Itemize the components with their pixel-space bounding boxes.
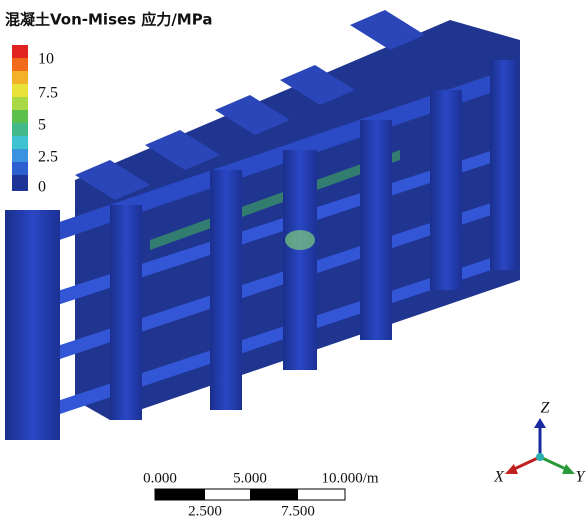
- scale-label: 0.000: [143, 470, 177, 486]
- swatch: [12, 123, 28, 136]
- column: [210, 170, 242, 410]
- stress-zone: [285, 230, 315, 250]
- scale-segment: [155, 489, 205, 500]
- swatch: [12, 162, 28, 175]
- z-label: Z: [541, 400, 551, 417]
- scale-label: 2.500: [188, 503, 222, 519]
- origin: [536, 453, 544, 461]
- x-label: X: [493, 469, 505, 486]
- swatch: [12, 149, 28, 162]
- legend-tick: 10: [38, 51, 54, 68]
- colorbar: [12, 45, 28, 191]
- swatch: [12, 84, 28, 97]
- x-axis: [512, 457, 540, 470]
- column: [110, 205, 142, 420]
- legend-tick: 0: [38, 179, 46, 196]
- scale-segment: [250, 489, 298, 500]
- page: {"legend":{"title":"混凝土Von-Mises 应力/MPa"…: [0, 0, 586, 525]
- swatch: [12, 136, 28, 149]
- fea-view: 混凝土Von-Mises 应力/MPa 10 7.5 5 2.5 0 0.000…: [0, 0, 586, 525]
- swatch: [12, 97, 28, 110]
- column: [283, 150, 317, 370]
- legend-tick: 2.5: [38, 149, 58, 166]
- y-axis: [540, 457, 568, 470]
- swatch: [12, 58, 28, 71]
- swatch: [12, 45, 28, 58]
- column: [360, 120, 392, 340]
- z-arrow: [534, 418, 546, 428]
- legend-tick: 7.5: [38, 85, 58, 102]
- axis-triad: [505, 418, 575, 474]
- swatch: [12, 71, 28, 84]
- column: [430, 90, 462, 290]
- legend-tick: 5: [38, 117, 46, 134]
- y-label: Y: [576, 469, 586, 486]
- legend-title: 混凝土Von-Mises 应力/MPa: [5, 11, 212, 29]
- scale-bar: [155, 489, 345, 500]
- scale-label: 5.000: [233, 470, 267, 486]
- swatch: [12, 110, 28, 123]
- structure: [5, 10, 520, 440]
- scale-label: 10.000/m: [321, 470, 378, 486]
- swatch: [12, 175, 28, 191]
- column: [490, 60, 518, 270]
- scale-label: 7.500: [281, 503, 315, 519]
- column: [5, 210, 60, 440]
